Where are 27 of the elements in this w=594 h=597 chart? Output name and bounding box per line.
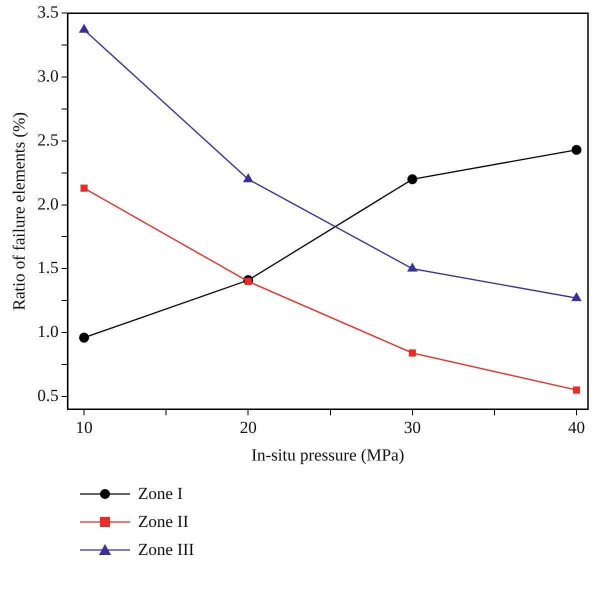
point <box>80 184 88 192</box>
x-tick-label: 40 <box>568 418 586 437</box>
y-axis-title: Ratio of failure elements (%) <box>10 112 29 310</box>
point <box>244 278 252 285</box>
point <box>407 174 418 184</box>
point <box>572 386 580 394</box>
y-tick-label: 1.0 <box>37 322 59 342</box>
y-tick-label: 3.0 <box>37 66 59 86</box>
x-tick-label: 10 <box>76 418 93 437</box>
x-axis-title: In-situ pressure (MPa) <box>251 445 404 464</box>
legend-label: Zone II <box>138 512 189 532</box>
y-tick-label: 0.5 <box>37 386 59 405</box>
point <box>79 332 90 343</box>
y-tick-label: 2.5 <box>37 130 59 150</box>
legend-label: Zone I <box>138 484 183 504</box>
point <box>407 262 418 272</box>
point <box>408 349 416 357</box>
point <box>571 292 582 302</box>
y-tick-label: 3.5 <box>37 2 59 22</box>
x-tick-label: 20 <box>240 418 257 437</box>
y-tick-label: 1.5 <box>37 258 59 278</box>
point <box>572 144 582 155</box>
legend-label: Zone III <box>138 540 194 560</box>
point <box>243 173 254 182</box>
y-tick-label: 2.0 <box>37 194 59 214</box>
point <box>78 24 90 33</box>
x-tick-label: 30 <box>404 418 421 437</box>
